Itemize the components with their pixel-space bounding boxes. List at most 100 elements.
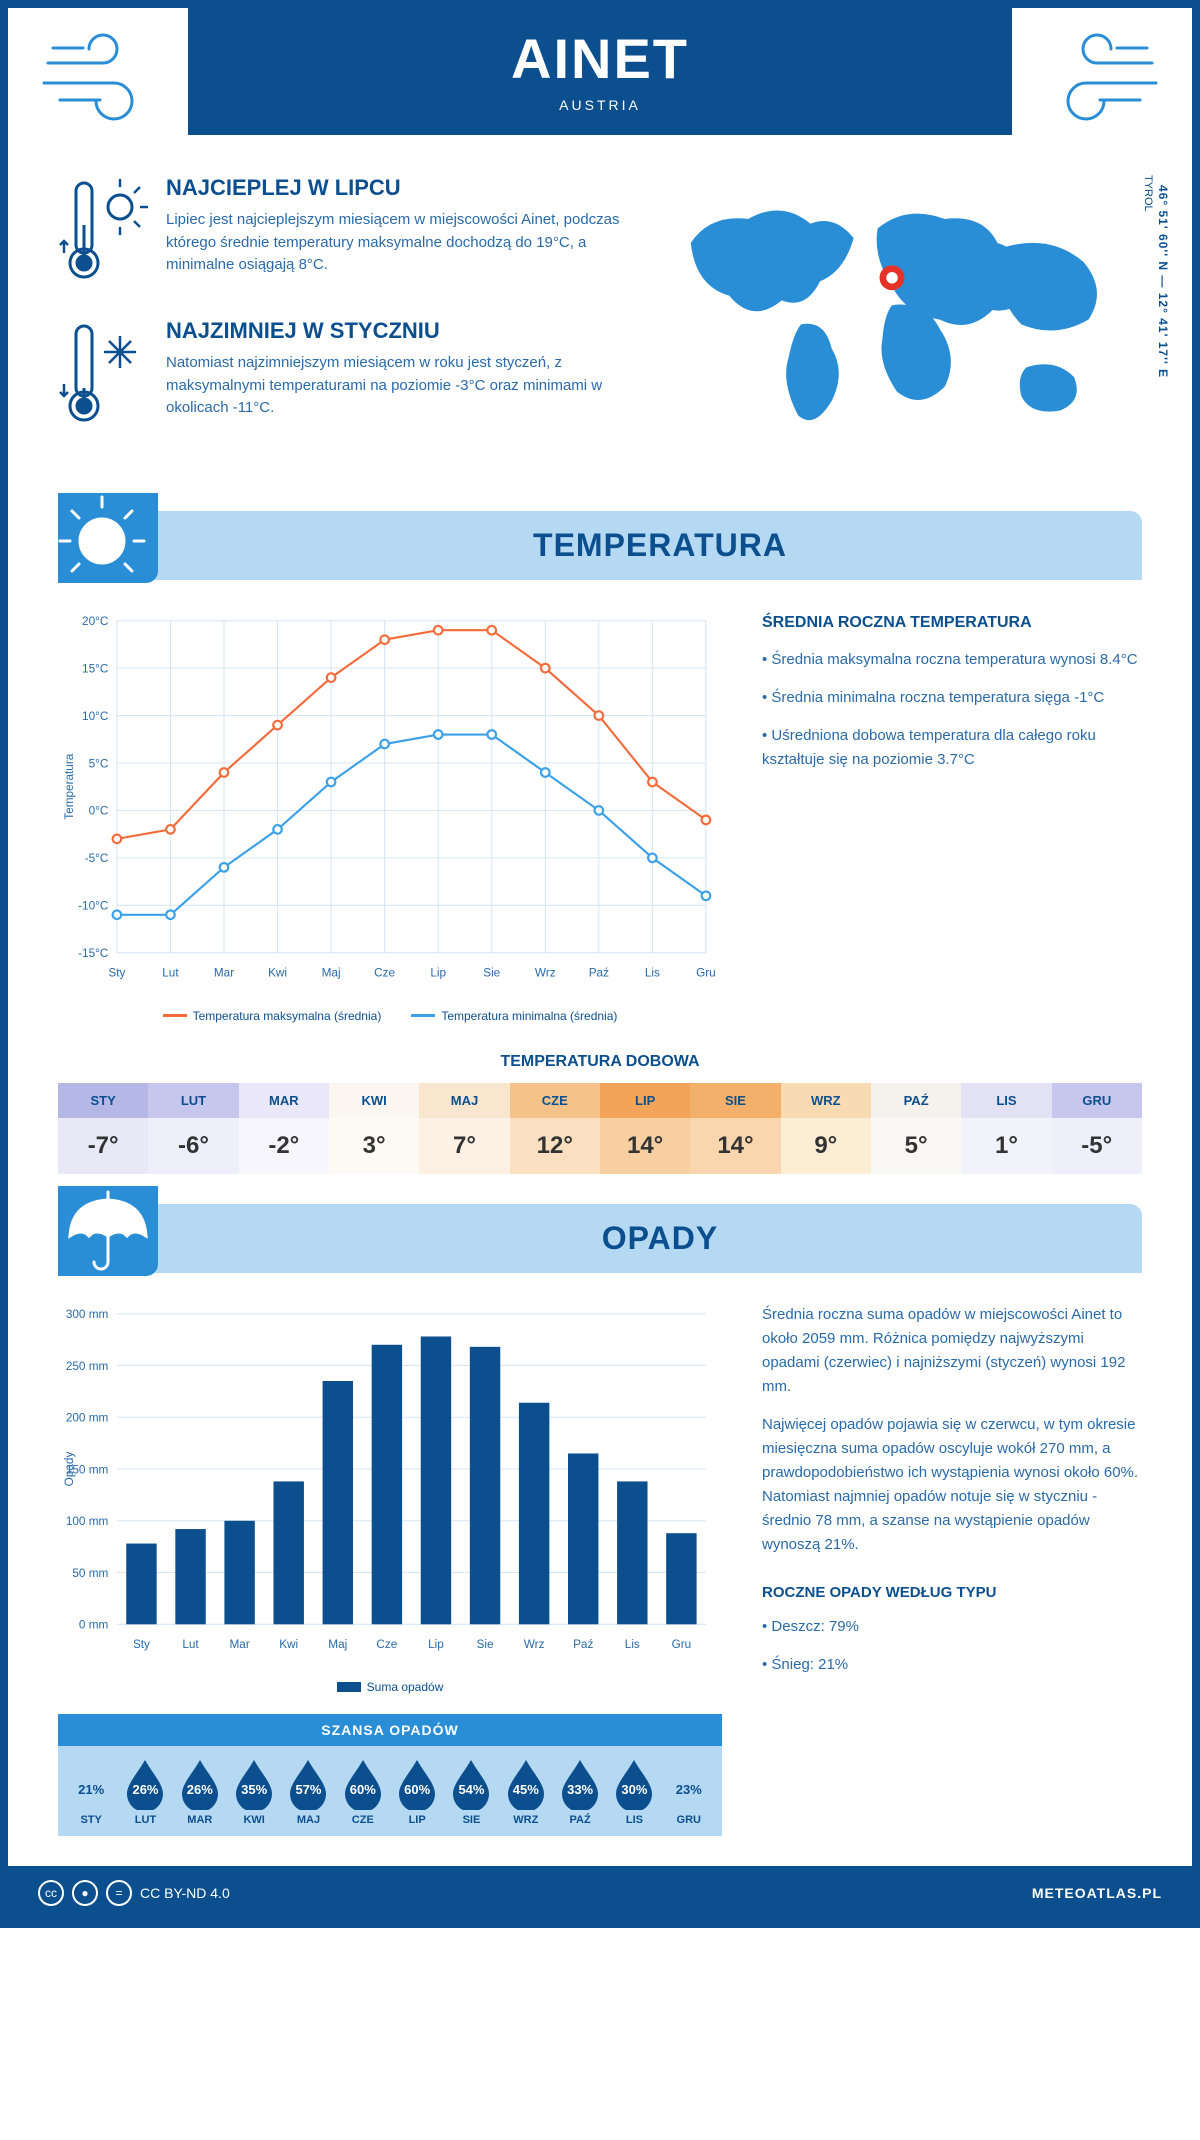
coordinates: 46° 51' 60'' N — 12° 41' 17'' E: [1156, 185, 1170, 378]
rain-chart-col: 0 mm50 mm100 mm150 mm200 mm250 mm300 mmS…: [58, 1303, 722, 1836]
chance-cell: 26% MAR: [173, 1758, 227, 1826]
daily-value: 14°: [600, 1118, 690, 1174]
daily-value: 12°: [510, 1118, 600, 1174]
daily-month: PAŹ: [871, 1083, 961, 1118]
location-subtitle: AUSTRIA: [188, 97, 1012, 113]
svg-text:Sty: Sty: [108, 966, 125, 979]
temperature-legend: Temperatura maksymalna (średnia) Tempera…: [58, 1009, 722, 1023]
chance-cell: 60% CZE: [336, 1758, 390, 1826]
chance-pct: 21%: [69, 1782, 113, 1797]
annual-heading: ŚREDNIA ROCZNA TEMPERATURA: [762, 610, 1142, 636]
daily-month: CZE: [510, 1083, 600, 1118]
chance-cell: 26% LUT: [118, 1758, 172, 1826]
svg-text:Lut: Lut: [182, 1637, 199, 1650]
svg-text:Lis: Lis: [625, 1637, 640, 1650]
chance-cell: 33% PAŹ: [553, 1758, 607, 1826]
sun-icon: [58, 493, 158, 583]
daily-value: 3°: [329, 1118, 419, 1174]
daily-value: -6°: [148, 1118, 238, 1174]
svg-text:Cze: Cze: [374, 966, 395, 979]
warmest-heading: NAJCIEPLEJ W LIPCU: [166, 175, 632, 201]
daily-month: LIP: [600, 1083, 690, 1118]
raindrop-icon: 26%: [178, 1758, 222, 1810]
chance-month: CZE: [336, 1814, 390, 1826]
daily-cell: MAR-2°: [239, 1083, 329, 1174]
chance-pct: 54%: [449, 1782, 493, 1797]
temperature-section-header: TEMPERATURA: [58, 511, 1142, 580]
annual-bullet: • Średnia minimalna roczna temperatura s…: [762, 686, 1142, 710]
rain-body: 0 mm50 mm100 mm150 mm200 mm250 mm300 mmS…: [8, 1273, 1192, 1866]
daily-cell: GRU-5°: [1052, 1083, 1142, 1174]
daily-value: -2°: [239, 1118, 329, 1174]
annual-bullet: • Uśredniona dobowa temperatura dla całe…: [762, 724, 1142, 772]
daily-cell: SIE14°: [690, 1083, 780, 1174]
daily-cell: WRZ9°: [781, 1083, 871, 1174]
svg-text:-10°C: -10°C: [78, 900, 109, 913]
raindrop-icon: 45%: [504, 1758, 548, 1810]
chance-month: LUT: [118, 1814, 172, 1826]
daily-month: STY: [58, 1083, 148, 1118]
temperature-annual: ŚREDNIA ROCZNA TEMPERATURA • Średnia mak…: [762, 610, 1142, 1023]
rain-legend: Suma opadów: [58, 1680, 722, 1694]
rain-section-header: OPADY: [58, 1204, 1142, 1273]
svg-text:20°C: 20°C: [82, 615, 109, 628]
daily-value: -7°: [58, 1118, 148, 1174]
svg-text:Cze: Cze: [376, 1637, 397, 1650]
license-text: CC BY-ND 4.0: [140, 1885, 230, 1901]
cc-icon: cc: [38, 1880, 64, 1906]
umbrella-icon: [58, 1186, 158, 1276]
chance-month: MAR: [173, 1814, 227, 1826]
daily-month: MAR: [239, 1083, 329, 1118]
chance-cell: 23% GRU: [662, 1758, 716, 1826]
chance-pct: 60%: [395, 1782, 439, 1797]
svg-text:-5°C: -5°C: [85, 852, 109, 865]
license: cc ● = CC BY-ND 4.0: [38, 1880, 230, 1906]
svg-text:Wrz: Wrz: [535, 966, 556, 979]
chance-pct: 60%: [341, 1782, 385, 1797]
svg-text:100 mm: 100 mm: [66, 1515, 109, 1528]
map-marker-icon: [880, 265, 905, 290]
chance-cell: 35% KWI: [227, 1758, 281, 1826]
rain-type-item: • Deszcz: 79%: [762, 1615, 1142, 1639]
chance-month: SIE: [444, 1814, 498, 1826]
svg-text:200 mm: 200 mm: [66, 1411, 109, 1424]
chance-month: MAJ: [281, 1814, 335, 1826]
svg-text:250 mm: 250 mm: [66, 1359, 109, 1372]
raindrop-icon: 21%: [69, 1758, 113, 1810]
svg-text:Lis: Lis: [645, 966, 660, 979]
chance-pct: 35%: [232, 1782, 276, 1797]
rain-types: ROCZNE OPADY WEDŁUG TYPU • Deszcz: 79%• …: [762, 1581, 1142, 1677]
svg-text:10°C: 10°C: [82, 710, 109, 723]
svg-text:Lip: Lip: [428, 1637, 444, 1650]
svg-text:Paź: Paź: [589, 966, 609, 979]
daily-cell: LIP14°: [600, 1083, 690, 1174]
chance-cell: 45% WRZ: [499, 1758, 553, 1826]
rain-chance: SZANSA OPADÓW 21% STY 26% LUT 26% MAR 35…: [58, 1714, 722, 1836]
svg-text:Sie: Sie: [483, 966, 500, 979]
daily-value: 9°: [781, 1118, 871, 1174]
daily-month: LUT: [148, 1083, 238, 1118]
temperature-chart: -15°C-10°C-5°C0°C5°C10°C15°C20°CStyLutMa…: [58, 610, 722, 1023]
raindrop-icon: 35%: [232, 1758, 276, 1810]
chance-month: KWI: [227, 1814, 281, 1826]
legend-min: Temperatura minimalna (średnia): [441, 1009, 617, 1023]
warmest-body: Lipiec jest najcieplejszym miesiącem w m…: [166, 209, 632, 277]
svg-text:Maj: Maj: [322, 966, 341, 979]
svg-text:Kwi: Kwi: [268, 966, 287, 979]
svg-text:15°C: 15°C: [82, 662, 109, 675]
coldest-block: NAJZIMNIEJ W STYCZNIU Natomiast najzimni…: [58, 318, 632, 433]
svg-text:Sty: Sty: [133, 1637, 150, 1650]
svg-text:Gru: Gru: [696, 966, 716, 979]
daily-value: 14°: [690, 1118, 780, 1174]
chance-month: STY: [64, 1814, 118, 1826]
daily-cell: CZE12°: [510, 1083, 600, 1174]
raindrop-icon: 26%: [123, 1758, 167, 1810]
temperature-body: -15°C-10°C-5°C0°C5°C10°C15°C20°CStyLutMa…: [8, 580, 1192, 1053]
daily-cell: MAJ7°: [419, 1083, 509, 1174]
chance-cell: 21% STY: [64, 1758, 118, 1826]
legend-max: Temperatura maksymalna (średnia): [193, 1009, 382, 1023]
raindrop-icon: 60%: [395, 1758, 439, 1810]
footer: cc ● = CC BY-ND 4.0 METEOATLAS.PL: [8, 1866, 1192, 1920]
daily-month: WRZ: [781, 1083, 871, 1118]
chance-month: PAŹ: [553, 1814, 607, 1826]
